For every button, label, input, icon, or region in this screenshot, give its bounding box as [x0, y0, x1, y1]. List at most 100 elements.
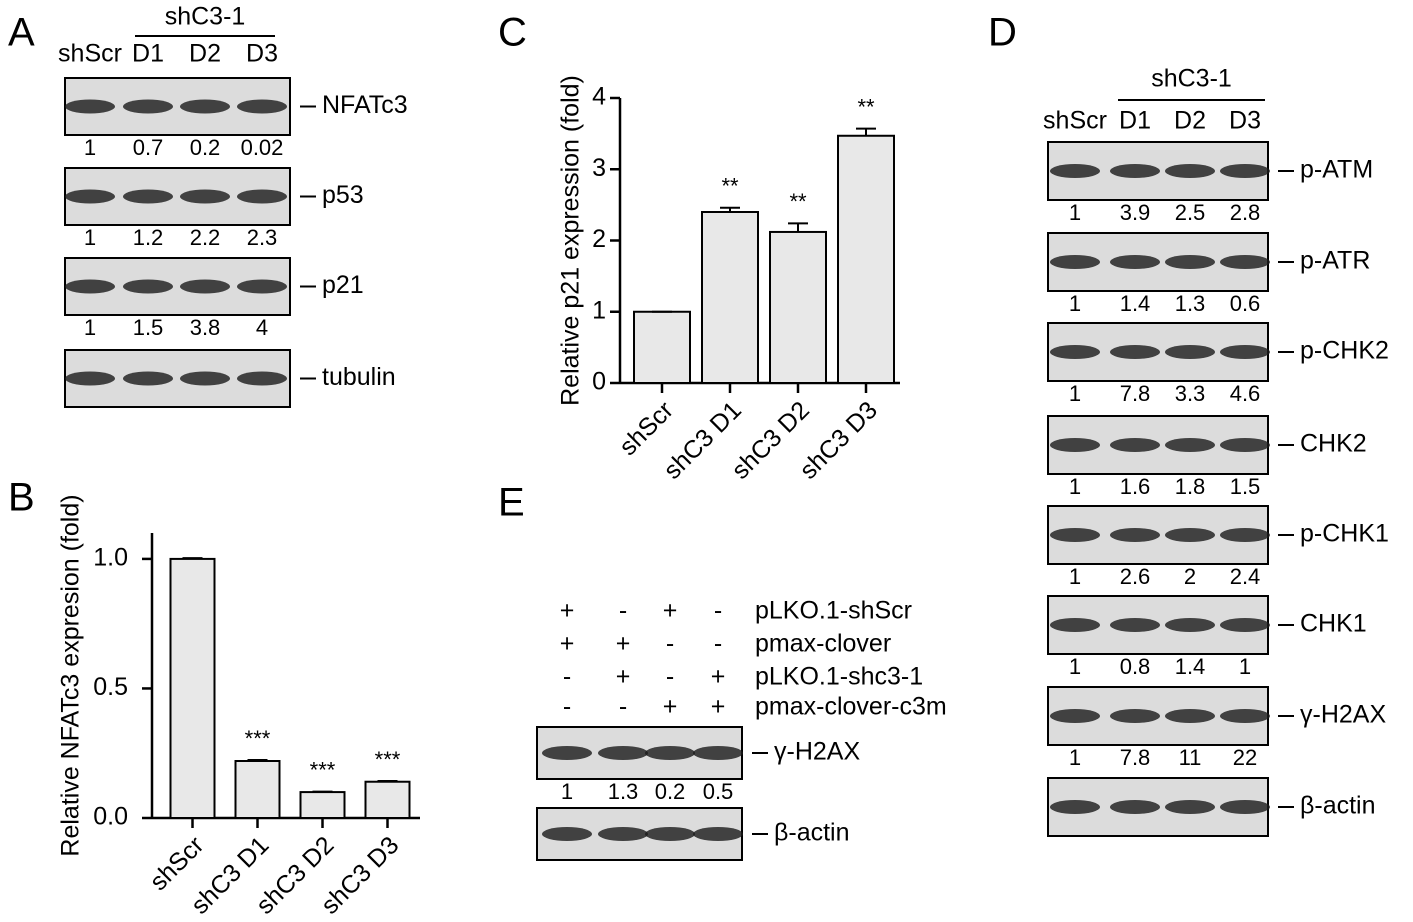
band: [65, 279, 115, 294]
band: [180, 279, 230, 294]
row-label: γ-H2AX: [1300, 701, 1386, 729]
bar: [769, 230, 827, 384]
y-tick-label: 3: [592, 154, 606, 182]
band: [180, 371, 230, 386]
band: [65, 189, 115, 204]
quantification: 1.4: [1175, 654, 1206, 679]
condition-sign: -: [619, 693, 627, 721]
lane-label: D2: [1174, 107, 1206, 135]
band: [180, 189, 230, 204]
band: [1050, 800, 1100, 814]
bar: [837, 134, 895, 384]
band: [1220, 528, 1270, 542]
y-tick-label: 0: [592, 368, 606, 396]
band: [1165, 618, 1215, 632]
band: [693, 827, 743, 841]
bar: [633, 310, 691, 384]
y-tick-label: 1.0: [93, 544, 128, 572]
band: [1110, 438, 1160, 452]
band: [1110, 255, 1160, 269]
band: [1165, 528, 1215, 542]
band: [1165, 800, 1215, 814]
band: [1220, 438, 1270, 452]
band: [645, 746, 695, 760]
quantification: 7.8: [1120, 745, 1151, 770]
y-tick-label: 2: [592, 225, 606, 253]
significance: ***: [375, 747, 401, 772]
band: [1110, 800, 1160, 814]
band: [180, 99, 230, 114]
condition-sign: -: [563, 693, 571, 721]
group-label: shC3-1: [165, 3, 246, 31]
band: [1050, 164, 1100, 178]
band: [598, 827, 648, 841]
y-tick-label: 0.5: [93, 673, 128, 701]
band: [123, 189, 173, 204]
band: [237, 99, 287, 114]
quantification: 0.6: [1230, 291, 1261, 316]
condition-label: pLKO.1-shc3-1: [755, 663, 923, 691]
error-bar: [856, 127, 876, 136]
bar: [701, 211, 759, 384]
significance: **: [721, 174, 739, 199]
quantification: 1: [1069, 200, 1081, 225]
quantification: 1: [561, 779, 573, 804]
band: [1165, 709, 1215, 723]
x-tick-label: shScr: [614, 396, 679, 461]
band: [1165, 255, 1215, 269]
band: [1110, 528, 1160, 542]
quantification: 7.8: [1120, 381, 1151, 406]
band: [1050, 709, 1100, 723]
band: [1220, 800, 1270, 814]
quantification: 1: [1069, 474, 1081, 499]
quantification: 1.4: [1120, 291, 1151, 316]
band: [1220, 164, 1270, 178]
quantification: 0.2: [655, 779, 686, 804]
error-bar: [312, 790, 333, 793]
band: [1165, 345, 1215, 359]
quantification: 1: [1239, 654, 1251, 679]
quantification: 4.6: [1230, 381, 1261, 406]
row-label: p-CHK2: [1300, 337, 1389, 365]
error-bar: [720, 206, 740, 212]
band: [1110, 709, 1160, 723]
quantification: 0.5: [703, 779, 734, 804]
quantification: 1.2: [133, 225, 164, 250]
condition-label: pmax-clover-c3m: [755, 693, 947, 721]
panel-letter: D: [988, 11, 1017, 55]
quantification: 1: [1069, 654, 1081, 679]
band: [1220, 618, 1270, 632]
significance: ***: [310, 757, 336, 782]
band: [693, 746, 743, 760]
condition-sign: +: [711, 663, 726, 691]
bar: [299, 791, 346, 819]
quantification: 2: [1184, 564, 1196, 589]
bar: [169, 557, 216, 820]
lane-label: D3: [1229, 107, 1261, 135]
quantification: 1.3: [608, 779, 639, 804]
quantification: 2.5: [1175, 200, 1206, 225]
band: [1050, 255, 1100, 269]
condition-sign: +: [616, 663, 631, 691]
quantification: 3.8: [190, 315, 221, 340]
lane-label: D1: [1119, 107, 1151, 135]
condition-sign: +: [560, 630, 575, 658]
band: [1220, 255, 1270, 269]
quantification: 3.3: [1175, 381, 1206, 406]
band: [65, 99, 115, 114]
quantification: 3.9: [1120, 200, 1151, 225]
error-bar: [788, 222, 808, 232]
quantification: 11: [1179, 745, 1202, 770]
quantification: 2.6: [1120, 564, 1151, 589]
band: [1050, 345, 1100, 359]
error-bar: [377, 779, 398, 782]
significance: **: [789, 189, 807, 214]
quantification: 1: [1069, 564, 1081, 589]
row-label: β-actin: [1300, 792, 1376, 820]
quantification: 1: [1069, 381, 1081, 406]
quantification: 1: [84, 315, 96, 340]
row-label: p53: [322, 181, 364, 209]
band: [645, 827, 695, 841]
